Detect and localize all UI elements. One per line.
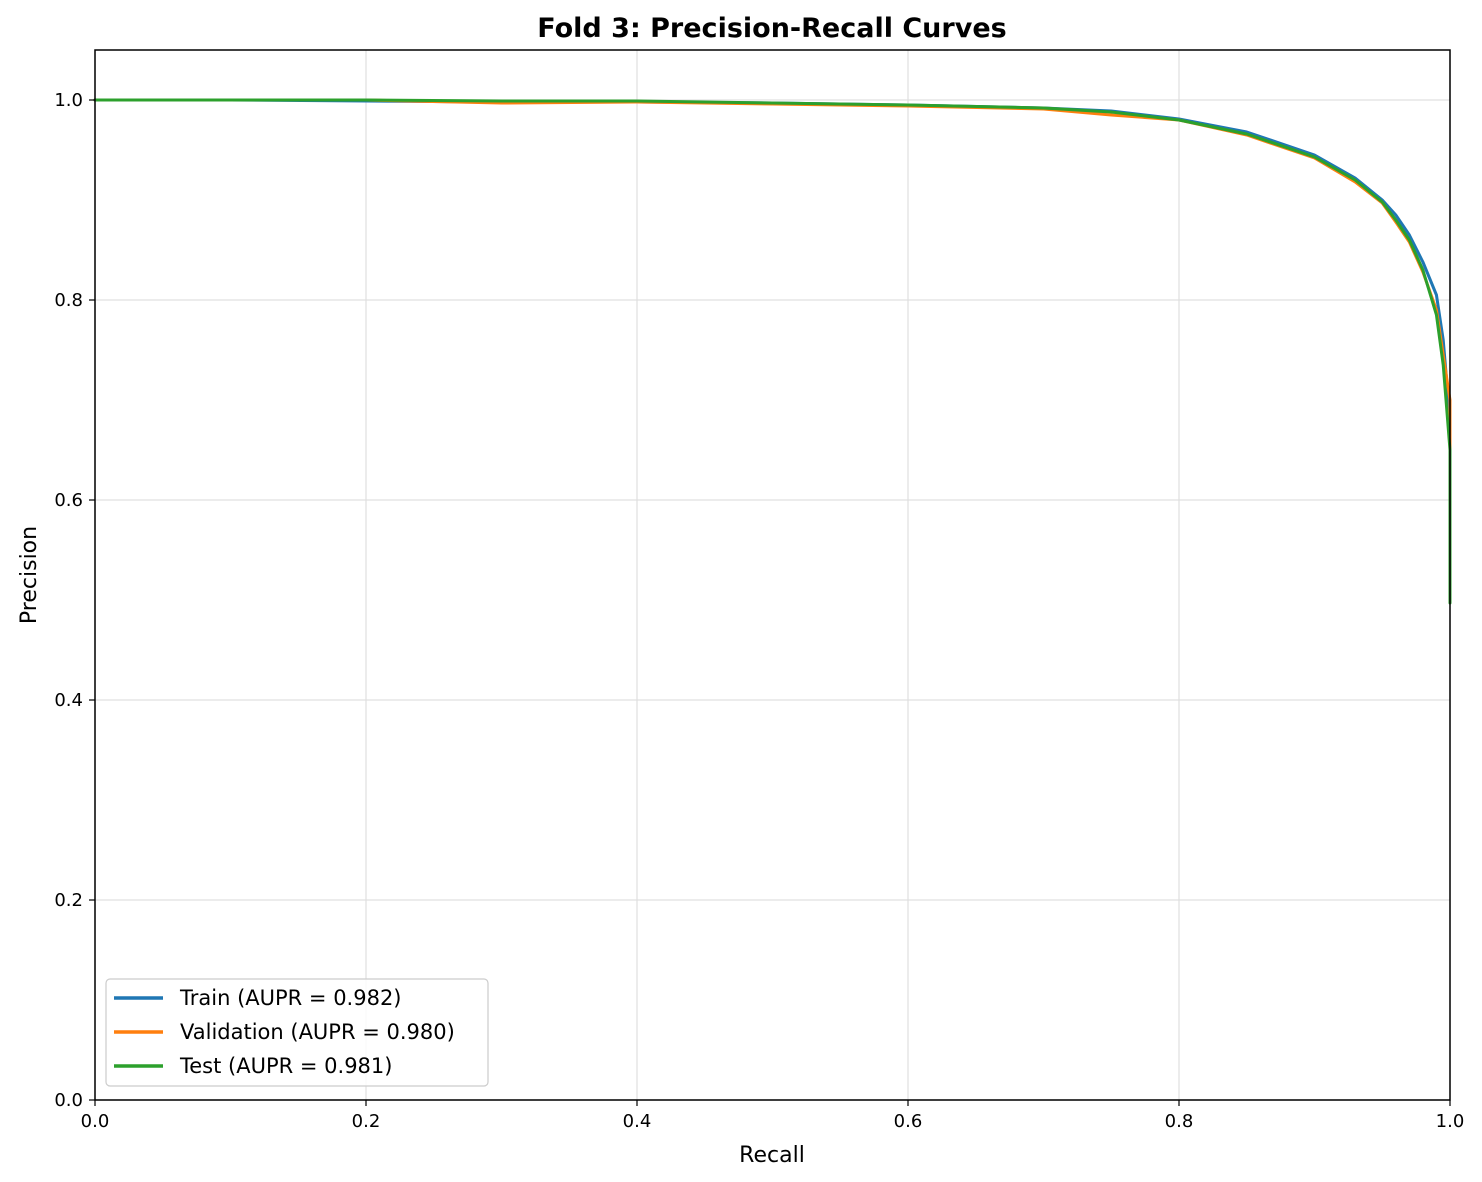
legend-entry: Validation (AUPR = 0.980) [180, 1020, 455, 1044]
y-tick-label: 0.6 [54, 490, 83, 511]
legend-entry: Test (AUPR = 0.981) [179, 1054, 392, 1078]
y-axis-label: Precision [17, 526, 42, 624]
x-tick-label: 0.4 [623, 1111, 652, 1132]
y-tick-label: 0.8 [54, 290, 83, 311]
grid-lines [94, 50, 1451, 1101]
legend-entry: Train (AUPR = 0.982) [179, 986, 402, 1010]
y-tick-label: 1.0 [54, 90, 83, 111]
series-line-train [93, 98, 1452, 602]
x-axis-ticks: 0.0 0.2 0.4 0.6 0.8 1.0 [81, 1100, 1465, 1132]
x-tick-label: 0.2 [352, 1111, 381, 1132]
series-layer [93, 98, 1452, 605]
y-axis-ticks: 0.0 0.2 0.4 0.6 0.8 1.0 [54, 90, 95, 1111]
x-tick-label: 0.6 [894, 1111, 923, 1132]
chart-title: Fold 3: Precision-Recall Curves [537, 13, 1006, 44]
series-line-validation [93, 98, 1452, 592]
y-tick-label: 0.0 [54, 1090, 83, 1111]
legend: Train (AUPR = 0.982) Validation (AUPR = 0… [105, 978, 489, 1087]
x-tick-label: 0.0 [81, 1111, 110, 1132]
x-tick-label: 1.0 [1436, 1111, 1465, 1132]
y-tick-label: 0.4 [54, 690, 83, 711]
x-tick-label: 0.8 [1165, 1111, 1194, 1132]
series-line-test [93, 98, 1452, 605]
y-tick-label: 0.2 [54, 890, 83, 911]
legend-box [105, 978, 489, 1087]
plot-frame [94, 49, 1451, 1101]
x-axis-label: Recall [739, 1143, 805, 1168]
